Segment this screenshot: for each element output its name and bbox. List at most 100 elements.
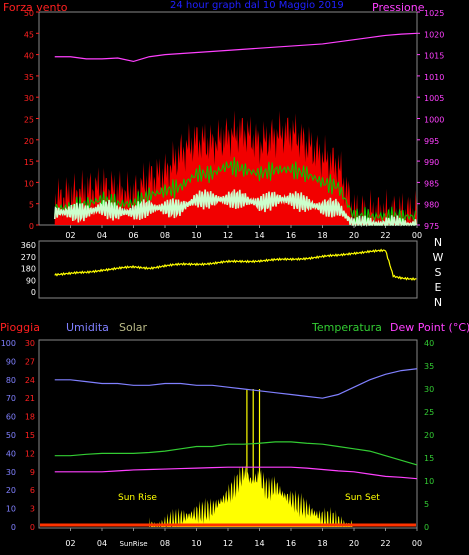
humidity-tick-label: 60: [6, 413, 16, 422]
time-tick-label: 04: [97, 231, 107, 240]
time-tick-label: 14: [254, 231, 264, 240]
temperature-tick-label: 40: [424, 339, 434, 348]
time-tick-label: 02: [65, 231, 75, 240]
rain-tick-label: 15: [25, 431, 35, 440]
pressure-tick-label: 985: [424, 179, 439, 188]
pressure-tick-label: 995: [424, 137, 439, 146]
rain-tick-label: 6: [30, 486, 35, 495]
chart-title: 24 hour graph dal 10 Maggio 2019: [170, 0, 344, 11]
pressure-axis-ticks: 1025 1020 1015 1010 1005 1000 995 990 985 980 975: [417, 9, 444, 231]
time-tick-label: 04: [97, 539, 107, 548]
wind-tick-label: 50: [24, 9, 34, 18]
pressure-line: [54, 32, 418, 63]
direction-axis-ticks: 360 270 180 90 0: [21, 241, 36, 297]
humidity-tick-label: 90: [6, 357, 16, 366]
temperature-tick-label: 30: [424, 385, 434, 394]
time-tick-label: 00: [412, 231, 422, 240]
pressure-tick-label: 1015: [424, 52, 444, 61]
time-tick-label: 20: [349, 539, 359, 548]
temperature-tick-label: 20: [424, 431, 434, 440]
pressure-tick-label: 1025: [424, 9, 444, 18]
humidity-tick-label: 0: [11, 523, 16, 532]
dewpoint-line: [54, 466, 418, 480]
humidity-line: [54, 368, 418, 399]
wind-series: [53, 32, 418, 228]
compass-letter: N: [434, 296, 442, 309]
rain-tick-label: 18: [25, 413, 35, 422]
temperature-tick-label: 15: [424, 454, 434, 463]
humidity-tick-label: 10: [6, 505, 16, 514]
temperature-tick-label: 5: [424, 500, 429, 509]
temp-humidity-chart: Pioggia Umidita Solar Temperatura Dew Po…: [0, 321, 469, 548]
pressure-axis-title: Pressione: [372, 1, 425, 14]
compass-letter: W: [433, 251, 444, 264]
rain-tick-label: 9: [30, 468, 35, 477]
temperature-axis-title: Temperatura: [311, 321, 382, 334]
solar-axis-title: Solar: [119, 321, 148, 334]
time-tick-label: 06: [128, 231, 138, 240]
humidity-tick-label: 30: [6, 468, 16, 477]
time-tick-label: 00: [412, 539, 422, 548]
rain-tick-label: 3: [30, 505, 35, 514]
solar-area: [149, 465, 354, 527]
humidity-tick-label: 100: [1, 339, 16, 348]
time-tick-label: 20: [349, 231, 359, 240]
time-tick-label: 14: [254, 539, 264, 548]
time-tick-label: SunRise: [119, 540, 147, 548]
humidity-tick-label: 20: [6, 486, 16, 495]
temperature-tick-label: 25: [424, 408, 434, 417]
sunset-label: Sun Set: [345, 493, 380, 503]
humidity-tick-label: 80: [6, 376, 16, 385]
pressure-tick-label: 1005: [424, 94, 444, 103]
time-tick-label: 08: [160, 539, 170, 548]
wind-pressure-chart: Forza vento 24 hour graph dal 10 Maggio …: [3, 0, 444, 240]
time-axis-ticks-bottom: 02 04 SunRise 08 10 12 14 16 18 20 22 00: [65, 528, 422, 548]
time-tick-label: 18: [317, 231, 327, 240]
wind-tick-label: 25: [24, 116, 34, 125]
time-tick-label: 16: [286, 231, 296, 240]
rain-tick-label: 27: [25, 357, 35, 366]
wind-tick-label: 10: [24, 179, 34, 188]
pressure-tick-label: 990: [424, 158, 439, 167]
time-tick-label: 10: [191, 231, 201, 240]
rain-axis-title: Pioggia: [0, 321, 40, 334]
wind-tick-label: 20: [24, 137, 34, 146]
temperature-line: [54, 441, 418, 466]
time-tick-label: 12: [223, 231, 233, 240]
rain-tick-label: 24: [25, 376, 35, 385]
pressure-tick-label: 1000: [424, 116, 444, 125]
pressure-tick-label: 975: [424, 222, 439, 231]
time-tick-label: 10: [191, 539, 201, 548]
direction-tick-label: 360: [21, 241, 36, 250]
wind-axis-title: Forza vento: [3, 1, 68, 14]
pressure-tick-label: 1010: [424, 73, 444, 82]
direction-plot-frame: [38, 240, 418, 299]
humidity-tick-label: 50: [6, 431, 16, 440]
wind-tick-label: 35: [24, 73, 34, 82]
pressure-tick-label: 980: [424, 201, 439, 210]
rain-tick-label: 12: [25, 449, 35, 458]
compass-letter: S: [435, 266, 442, 279]
wind-tick-label: 0: [29, 222, 34, 231]
time-tick-label: 22: [380, 539, 390, 548]
humidity-tick-label: 70: [6, 394, 16, 403]
humidity-tick-label: 40: [6, 449, 16, 458]
time-tick-label: 12: [223, 539, 233, 548]
direction-tick-label: 0: [31, 288, 36, 297]
rain-tick-label: 0: [30, 523, 35, 532]
direction-series: [54, 248, 417, 281]
wind-tick-label: 15: [24, 158, 34, 167]
time-axis-ticks-top: 02 04 06 08 10 12 14 16 18 20 22 00: [65, 225, 422, 240]
direction-tick-label: 270: [21, 253, 36, 262]
time-tick-label: 08: [160, 231, 170, 240]
time-tick-label: 22: [380, 231, 390, 240]
wind-mean-line: [53, 189, 418, 228]
temperature-axis-ticks: 40 35 30 25 20 15 10 5 0: [424, 339, 434, 532]
direction-tick-label: 90: [26, 276, 36, 285]
compass-letter: E: [435, 281, 442, 294]
